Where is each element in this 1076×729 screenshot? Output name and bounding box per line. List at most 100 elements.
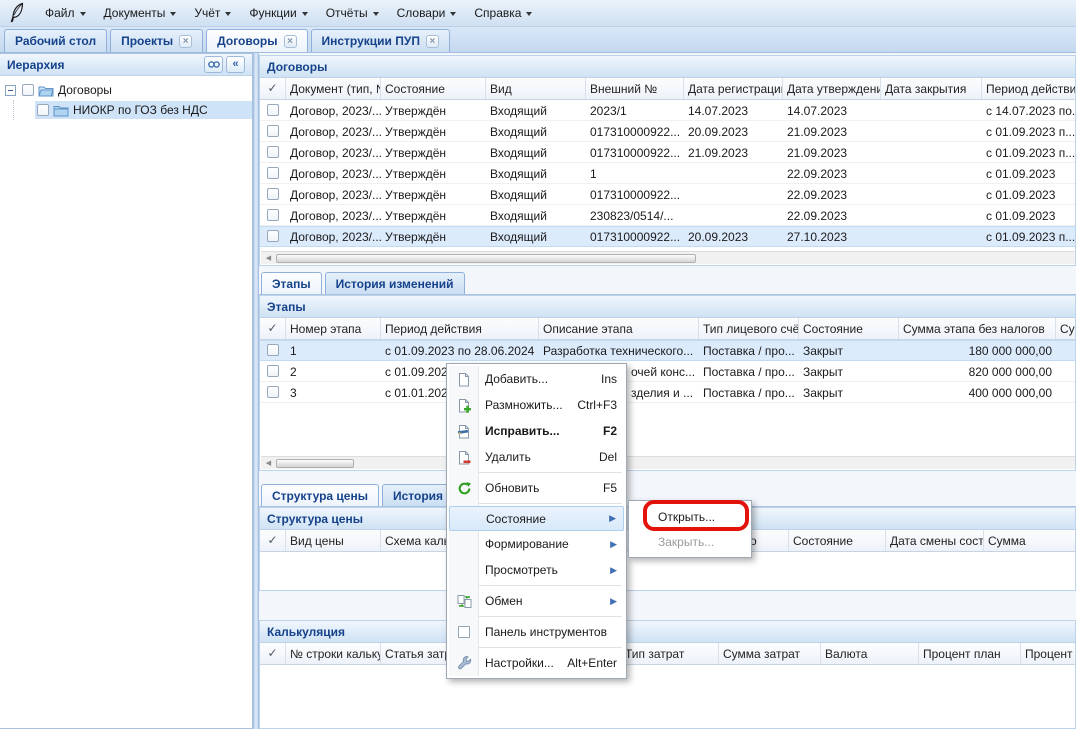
collapse-panel-icon[interactable]: « [226,56,245,73]
contracts-hscrollbar[interactable]: ◀ [261,251,1075,264]
tab-close-icon[interactable]: × [283,34,297,48]
column-header[interactable]: Тип лицевого счёт [699,318,799,339]
row-checkbox[interactable] [267,125,279,137]
column-header[interactable]: Документ (тип, № [286,78,381,99]
menubar-item-3[interactable]: Функции [240,2,316,24]
menubar-item-label: Документы [103,6,166,20]
row-checkbox[interactable] [267,146,279,158]
column-header[interactable]: о [746,530,789,551]
table-row[interactable]: Договор, 2023/... Утверждён Входящий 230823… [260,205,1075,226]
select-all-column-header[interactable]: ✓ [260,78,286,99]
column-header[interactable]: Процент ф [1021,643,1075,664]
context-menu-item-toolbar[interactable]: Панель инструментов [449,619,624,645]
scroll-left-icon[interactable]: ◀ [265,254,272,262]
context-menu-item-formation[interactable]: Формирование ▶ [449,531,624,557]
column-header[interactable]: Внешний № [586,78,684,99]
tree-node-contracts[interactable]: Договоры [0,80,252,100]
table-row[interactable]: Договор, 2023/... Утверждён Входящий 017310… [260,184,1075,205]
context-menu-item-add[interactable]: Добавить... Ins [449,366,624,392]
scroll-left-icon[interactable]: ◀ [265,459,272,467]
column-header[interactable]: Период действия... [982,78,1075,99]
column-header[interactable]: Вид цены [286,530,381,551]
column-header[interactable]: Дата утверждения [783,78,881,99]
column-header[interactable]: Процент план [919,643,1021,664]
menubar-item-4[interactable]: Отчёты [317,2,388,24]
column-header[interactable]: Состояние [799,318,899,339]
column-header[interactable]: Состояние [789,530,886,551]
document-tab[interactable]: Договоры × [206,29,308,52]
column-header[interactable]: Состояние [381,78,486,99]
column-header[interactable]: Сумма этапа без налогов [899,318,1056,339]
menubar-item-2[interactable]: Учёт [185,2,240,24]
search-icon[interactable] [204,56,223,73]
tab-close-icon[interactable]: × [179,34,193,48]
scrollbar-thumb[interactable] [276,458,354,468]
column-header[interactable]: Валюта [821,643,919,664]
context-menu-item-delete[interactable]: Удалить Del [449,444,624,470]
stages-tab-1[interactable]: История изменений [324,272,465,294]
table-row[interactable]: Договор, 2023/... Утверждён Входящий 2023/1… [260,100,1075,121]
sidebar-splitter[interactable] [253,53,259,729]
column-header[interactable]: Сумма [984,530,1075,551]
cell [1056,340,1075,360]
row-checkbox[interactable] [267,167,279,179]
column-header[interactable]: № строки калькул [286,643,381,664]
row-checkbox[interactable] [267,230,279,242]
context-menu-item-settings[interactable]: Настройки... Alt+Enter [449,650,624,676]
column-header[interactable]: Тип затрат [621,643,719,664]
table-row[interactable]: 1 с 01.09.2023 по 28.06.2024 Разработка те… [260,340,1075,361]
table-row[interactable]: 3 с 01.01.202 зделия и ... Поставка / про..… [260,382,1075,403]
document-tab[interactable]: Рабочий стол [4,29,108,52]
document-tab[interactable]: Проекты × [110,29,204,52]
cell: с 01.09.2023 [986,209,1056,223]
menubar-item-6[interactable]: Справка [465,2,541,24]
stages-hscrollbar[interactable]: ◀ [261,456,1075,469]
tab-label: История изменений [335,276,454,291]
select-all-column-header[interactable]: ✓ [260,318,286,339]
row-checkbox[interactable] [267,344,279,356]
tree-checkbox[interactable] [22,84,34,96]
table-row[interactable]: Договор, 2023/... Утверждён Входящий 1 22.09… [260,163,1075,184]
stages-tab-0[interactable]: Этапы [261,272,322,294]
cell: 400 000 000,00 [968,386,1052,400]
row-checkbox[interactable] [267,209,279,221]
row-checkbox[interactable] [267,386,279,398]
table-row[interactable]: Договор, 2023/... Утверждён Входящий 017310… [260,226,1075,247]
table-row[interactable]: Договор, 2023/... Утверждён Входящий 017310… [260,121,1075,142]
tab-close-icon[interactable]: × [425,34,439,48]
table-row[interactable]: Договор, 2023/... Утверждён Входящий 017310… [260,142,1075,163]
row-checkbox[interactable] [267,188,279,200]
context-menu-item-view[interactable]: Просмотреть ▶ [449,557,624,583]
column-header[interactable]: Сумма [1056,318,1075,339]
document-tab[interactable]: Инструкции ПУП × [310,29,450,52]
column-header[interactable]: Дата закрытия [881,78,982,99]
scrollbar-thumb[interactable] [276,253,696,263]
menubar-item-0[interactable]: Файл [36,2,95,24]
column-header[interactable]: Описание этапа [539,318,699,339]
context-menu-item-duplicate[interactable]: Размножить... Ctrl+F3 [449,392,624,418]
column-header[interactable]: Сумма затрат [719,643,821,664]
select-all-column-header[interactable]: ✓ [260,530,286,551]
collapse-toggle-icon[interactable] [5,84,16,96]
column-header[interactable]: Дата регистрации. [684,78,783,99]
row-checkbox[interactable] [267,365,279,377]
column-header[interactable]: Вид [486,78,586,99]
column-header[interactable]: Период действия [381,318,539,339]
submenu-item-open[interactable]: Открыть... [631,504,749,529]
table-row[interactable]: 2 с 01.09.202 очей конс... Поставка / про..… [260,361,1075,382]
tree-node-niokr[interactable]: НИОКР по ГОЗ без НДС [0,100,252,120]
price-tab-0[interactable]: Структура цены [261,484,379,506]
context-menu-item-refresh[interactable]: Обновить F5 [449,475,624,501]
tree-checkbox[interactable] [37,104,49,116]
context-menu-item-state[interactable]: Состояние ▶ [449,506,624,531]
row-checkbox[interactable] [267,104,279,116]
menubar-item-5[interactable]: Словари [388,2,466,24]
stages-panel-header: Этапы [260,296,1075,318]
context-menu-item-exchange[interactable]: Обмен ▶ [449,588,624,614]
menubar-item-1[interactable]: Документы [95,2,186,24]
select-all-column-header[interactable]: ✓ [260,643,286,664]
menu-item-label: Настройки... [485,656,554,670]
column-header[interactable]: Дата смены состоя [886,530,984,551]
context-menu-item-edit[interactable]: Исправить... F2 [449,418,624,444]
column-header[interactable]: Номер этапа [286,318,381,339]
